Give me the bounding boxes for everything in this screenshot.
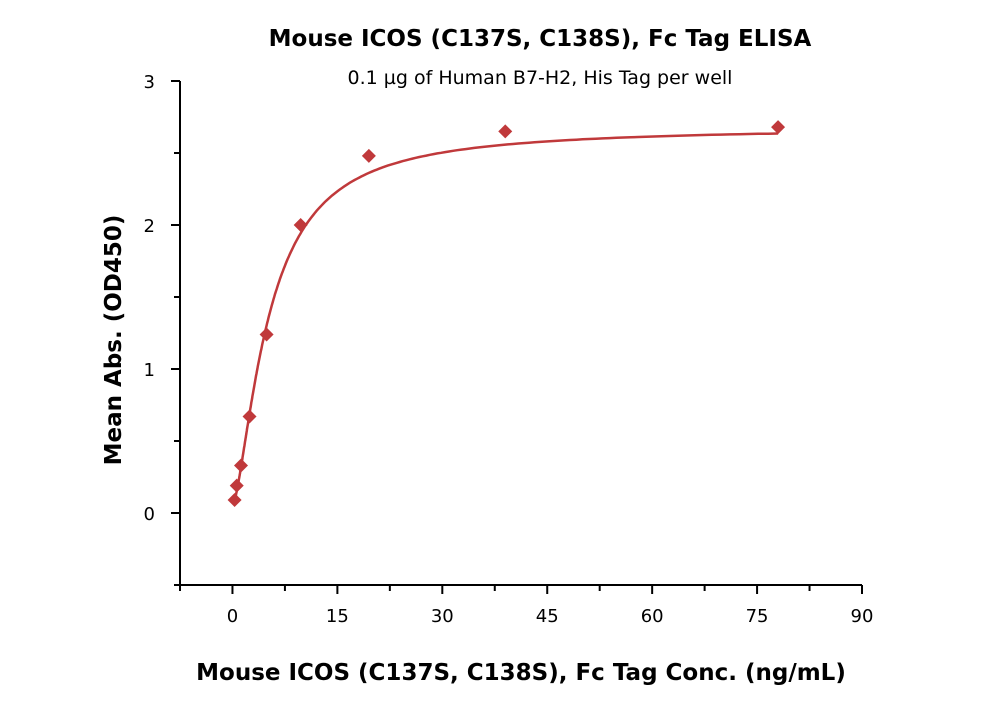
data-point	[229, 478, 244, 493]
data-point	[498, 124, 513, 139]
data-point	[293, 218, 308, 232]
x-tick-label: 45	[536, 606, 559, 627]
x-axis-label: Mouse ICOS (C137S, C138S), Fc Tag Conc. …	[196, 660, 846, 686]
fit-curve	[233, 132, 779, 502]
x-tick-label: 30	[431, 606, 454, 627]
y-tick-label: 2	[144, 216, 155, 237]
data-point	[233, 458, 248, 473]
data-point	[227, 493, 242, 508]
x-tick-label: 0	[227, 606, 238, 627]
chart-title: Mouse ICOS (C137S, C138S), Fc Tag ELISA	[269, 26, 812, 52]
x-tick-label: 60	[641, 606, 664, 627]
data-point	[361, 148, 376, 163]
y-tick-label: 3	[144, 72, 155, 93]
y-tick-label: 1	[144, 360, 155, 381]
x-tick-label: 75	[746, 606, 769, 627]
y-tick-label: 0	[144, 504, 155, 525]
y-axis-label: Mean Abs. (OD450)	[101, 215, 127, 466]
x-tick-label: 90	[851, 606, 874, 627]
x-tick-label: 15	[326, 606, 349, 627]
data-point	[259, 327, 274, 342]
data-point	[242, 409, 257, 424]
data-point	[771, 120, 786, 135]
chart-subtitle: 0.1 µg of Human B7-H2, His Tag per well	[348, 67, 733, 89]
